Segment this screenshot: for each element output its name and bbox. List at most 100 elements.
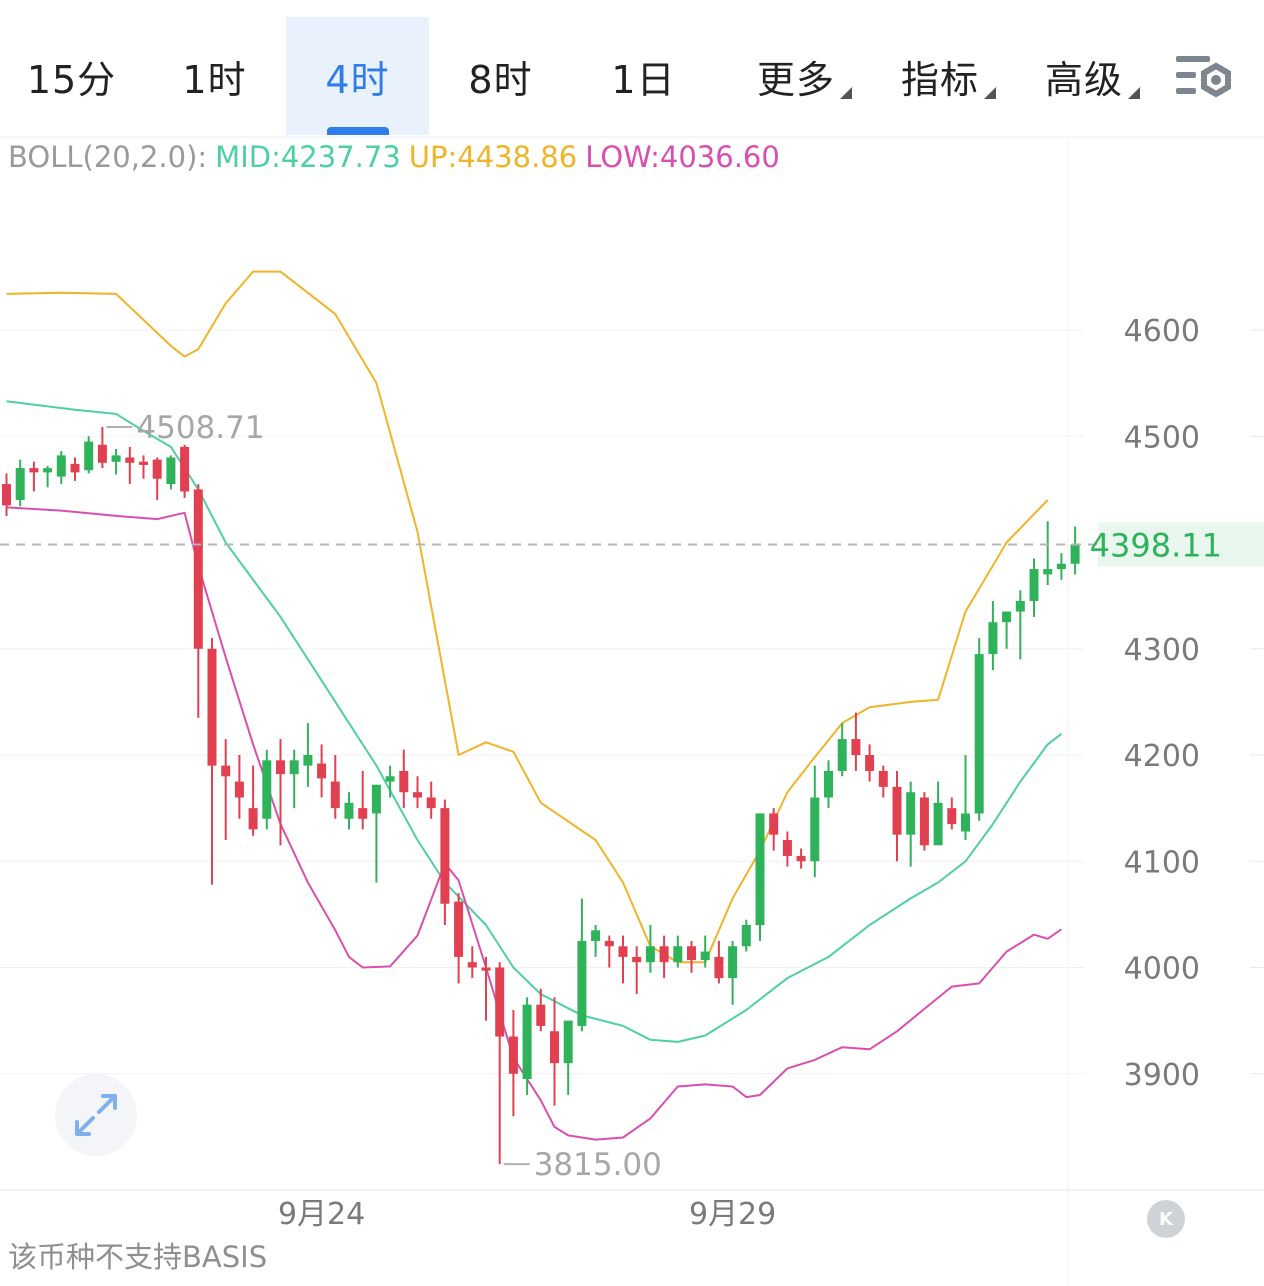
candle-body [865, 755, 875, 771]
y-axis-tick-label: 4600 [1124, 314, 1200, 349]
candle-body [166, 457, 176, 485]
candlestick [550, 997, 559, 1106]
candle-body [632, 956, 642, 963]
candlestick [1015, 590, 1025, 660]
candlestick [645, 925, 655, 973]
candle-body [358, 808, 368, 819]
candle-body [481, 967, 491, 971]
tab-indicators-dropdown[interactable]: 指标 [884, 17, 996, 135]
candle-body [919, 797, 929, 846]
candlestick [1070, 526, 1080, 575]
candlestick [851, 712, 861, 771]
expand-chart-button[interactable] [55, 1074, 137, 1156]
candle-body [207, 648, 217, 766]
candlestick [933, 781, 943, 846]
candlestick [1056, 553, 1066, 580]
candlestick [125, 446, 135, 485]
candlestick [577, 898, 587, 1032]
candle-body [1056, 563, 1066, 570]
candle-body [344, 802, 354, 819]
jump-to-latest-icon: K [1159, 1208, 1173, 1230]
candlestick [1043, 521, 1053, 585]
boll-mid-band-line [6, 400, 1063, 1043]
candlestick [837, 723, 847, 777]
candlestick [139, 455, 148, 479]
candle-body [125, 457, 135, 463]
candlestick [604, 935, 614, 968]
candlestick [700, 935, 710, 968]
candle-body [440, 808, 450, 904]
candle-body [15, 468, 25, 500]
candle-body [988, 622, 998, 655]
tab-1d[interactable]: 1日 [572, 17, 715, 135]
candle-body [193, 489, 203, 649]
candle-body [399, 770, 409, 793]
candlestick [262, 749, 272, 830]
candlestick [782, 831, 792, 867]
candle-body [782, 840, 792, 856]
candlestick [207, 638, 217, 885]
extreme-annotation-label: 4508.71 [136, 410, 264, 446]
candlestick [289, 749, 299, 809]
candlestick [221, 739, 231, 840]
chart-settings-button[interactable] [1172, 48, 1236, 108]
candle-body [371, 784, 381, 814]
candlestick [591, 925, 601, 957]
jump-to-latest-button[interactable]: K [1147, 1200, 1185, 1238]
y-axis-tick-label: 4200 [1124, 739, 1200, 774]
candle-body [1043, 569, 1053, 575]
candle-body [152, 459, 162, 479]
candle-body [577, 940, 587, 1026]
candle-body [1015, 600, 1025, 612]
candlestick [618, 935, 628, 984]
candlestick [358, 770, 368, 830]
candle-body [550, 1031, 559, 1064]
tab-label: 1日 [611, 57, 676, 102]
candle-body [769, 813, 779, 835]
candlestick [166, 455, 176, 490]
candlestick [563, 1020, 573, 1095]
candle-body [906, 792, 916, 835]
tab-more-dropdown[interactable]: 更多 [740, 17, 852, 135]
basis-unsupported-note: 该币种不支持BASIS [8, 1240, 268, 1274]
tab-label: 8时 [468, 57, 533, 102]
boll-mid-value: MID:4237.73 [215, 140, 401, 174]
candlestick [796, 848, 806, 869]
candle-body [97, 444, 107, 463]
tab-advanced-dropdown[interactable]: 高级 [1028, 17, 1140, 135]
tab-8h[interactable]: 8时 [429, 17, 572, 135]
candlestick [906, 781, 916, 867]
candle-body [248, 808, 258, 830]
dropdown-caret-icon [984, 87, 996, 99]
y-axis-tick-label: 4500 [1124, 420, 1200, 455]
candle-body [467, 962, 477, 968]
dropdown-caret-icon [1128, 87, 1140, 99]
timeframe-tab-bar: 15分 1时 4时 8时 1日 更多 指标 高级 [0, 0, 1264, 137]
dropdown-caret-icon [840, 87, 852, 99]
candlestick [344, 792, 354, 830]
candle-body [508, 1036, 518, 1074]
tab-label: 指标 [900, 57, 979, 102]
candle-body [454, 901, 464, 957]
y-axis-tick-label: 4300 [1124, 633, 1200, 668]
tab-1h[interactable]: 1时 [143, 17, 286, 135]
candlestick [755, 813, 765, 941]
candlestick [29, 461, 39, 492]
tab-4h[interactable]: 4时 [286, 17, 429, 135]
candle-body [426, 797, 436, 809]
candle-body [522, 1004, 532, 1080]
x-axis-tick-label: 9月29 [689, 1197, 776, 1232]
candle-body [700, 951, 710, 961]
x-axis-tick-label: 9月24 [278, 1197, 365, 1232]
candlestick [1029, 558, 1039, 617]
candlestick [426, 781, 436, 819]
candle-body [974, 654, 984, 814]
candlestick [687, 940, 696, 973]
candlestick [317, 744, 327, 798]
tab-15m[interactable]: 15分 [0, 17, 143, 135]
candle-body [276, 760, 285, 775]
candle-body [317, 763, 327, 779]
candle-body [892, 786, 902, 835]
candlestick [70, 457, 80, 481]
